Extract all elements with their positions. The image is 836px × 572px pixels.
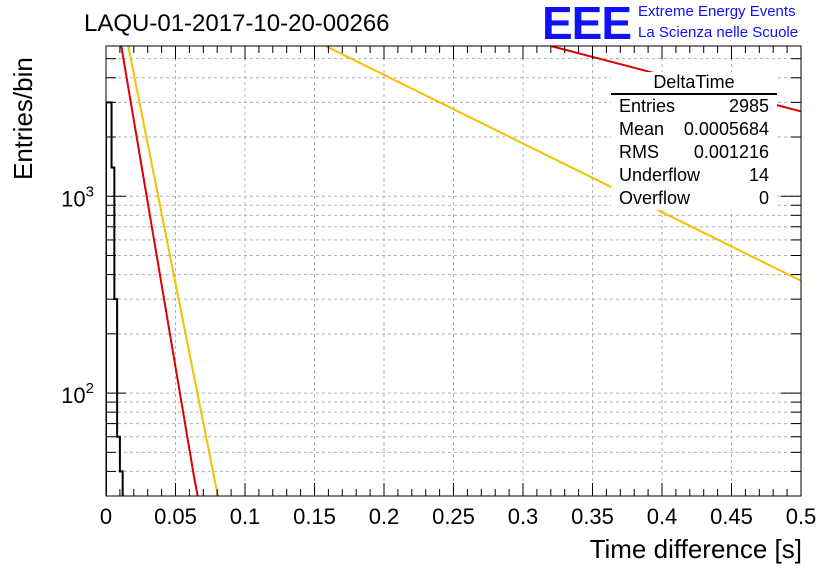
stats-value: 2985: [728, 96, 769, 116]
stats-row-entries: Entries 2985: [611, 95, 777, 118]
stats-value: 14: [748, 165, 769, 185]
stats-label: RMS: [619, 142, 659, 162]
x-tick-label: 0: [100, 504, 112, 529]
series-fit-red-steep: [120, 46, 199, 496]
x-tick-label: 0.3: [508, 504, 539, 529]
x-tick-label: 0.35: [571, 504, 614, 529]
axes-layer: [105, 45, 802, 497]
x-tick-label: 0.1: [230, 504, 261, 529]
stats-row-rms: RMS 0.001216: [611, 141, 777, 164]
logo-subtitle-1: Extreme Energy Events: [638, 3, 796, 20]
series-fit-yellow-steep: [127, 46, 219, 496]
stats-label: Mean: [619, 119, 665, 139]
grid-layer: [106, 46, 801, 496]
stats-label: Entries: [619, 96, 676, 116]
stats-title: DeltaTime: [611, 72, 777, 95]
stats-value: 0.001216: [693, 142, 769, 162]
chart-title: LAQU-01-2017-10-20-00266: [84, 10, 390, 37]
series-fit-yellow-shallow: [325, 46, 801, 282]
y-axis-label: Entries/bin: [8, 57, 38, 180]
x-tick-label: 0.25: [432, 504, 475, 529]
y-tick-label: 102: [61, 380, 94, 408]
x-tick-label: 0.2: [369, 504, 400, 529]
logo-subtitle-2: La Scienza nelle Scuole: [638, 24, 799, 41]
plot-frame: [105, 45, 802, 497]
stats-value: 0.0005684: [683, 119, 769, 139]
stats-value: 0: [758, 188, 769, 208]
stats-row-mean: Mean 0.0005684: [611, 118, 777, 141]
stats-label: Overflow: [619, 188, 691, 208]
ticklabel-layer: 0 0.05 0.1 0.15 0.2 0.25 0.3 0.35 0.4 0.45 0.5 103 1…: [61, 183, 816, 529]
stats-row-overflow: Overflow 0: [611, 187, 777, 210]
x-tick-label: 0.05: [154, 504, 197, 529]
x-axis-label: Time difference [s]: [589, 534, 802, 564]
x-tick-label: 0.4: [647, 504, 678, 529]
stats-row-underflow: Underflow 14: [611, 164, 777, 187]
eee-logo: EEE: [542, 0, 632, 49]
x-tick-label: 0.15: [293, 504, 336, 529]
x-tick-label: 0.45: [710, 504, 753, 529]
x-tick-label: 0.5: [786, 504, 817, 529]
stats-box: DeltaTime Entries 2985 Mean 0.0005684 RM…: [611, 72, 777, 210]
stats-label: Underflow: [619, 165, 701, 185]
y-tick-label: 103: [61, 183, 94, 211]
